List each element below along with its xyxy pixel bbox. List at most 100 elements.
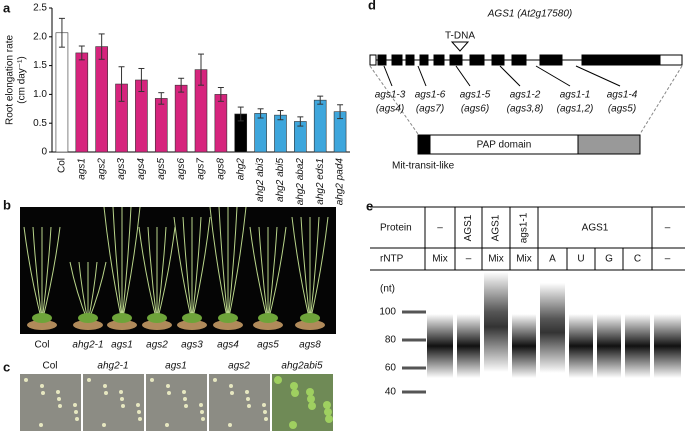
gel-band: [540, 283, 565, 373]
photo-c: [146, 374, 207, 431]
error-bar: [138, 67, 145, 93]
stem: [121, 206, 141, 323]
seedling: [183, 397, 187, 401]
error-bar: [297, 116, 304, 127]
rosette: [300, 313, 320, 323]
rosette: [218, 313, 238, 323]
stem: [258, 226, 269, 323]
pot: [295, 320, 325, 330]
photo-label: ags2: [228, 361, 250, 372]
protein-header: –: [437, 223, 443, 234]
rntp-header: –: [665, 254, 671, 265]
seedling: [199, 403, 203, 407]
seedling: [325, 415, 333, 423]
seedling: [121, 404, 125, 408]
allele-label: ags1-1: [560, 90, 591, 101]
photo-label: ags2: [146, 340, 168, 351]
marker-label: 60: [385, 363, 397, 374]
pot: [213, 320, 243, 330]
seedling: [290, 382, 298, 390]
seedling: [58, 404, 62, 408]
x-tick-label: ags4: [136, 158, 147, 180]
rntp-header: –: [466, 254, 472, 265]
marker-band: [402, 366, 426, 370]
stem: [227, 206, 247, 323]
rosette: [78, 313, 98, 323]
stem: [218, 206, 229, 323]
stem: [191, 216, 202, 323]
y-tick-label: 1.5: [33, 60, 47, 71]
allele-label: (ags4): [376, 104, 404, 115]
table-frame: [370, 206, 685, 271]
seedling-photos: [20, 374, 333, 431]
stem: [32, 226, 43, 323]
stem: [41, 226, 61, 323]
gel-band: [625, 314, 650, 378]
error-bar: [277, 110, 284, 121]
photo-b: [20, 207, 336, 334]
x-tick-label: ahg2 aba2: [295, 158, 306, 206]
seedling: [57, 397, 61, 401]
stem: [309, 216, 329, 323]
allele-label: (ags7): [416, 104, 444, 115]
protein-header: –: [665, 223, 671, 234]
y-axis-label: (cm day⁻¹): [17, 56, 28, 104]
marker-label: 40: [385, 387, 397, 398]
gel-band: [512, 314, 536, 378]
allele-label: (ags1,2): [557, 104, 594, 115]
gel-band: [427, 314, 453, 378]
seedling: [119, 390, 123, 394]
photo-label: ahg2-1: [97, 361, 128, 372]
insertion-label: T-DNA: [445, 31, 475, 42]
protein-header: AGS1: [463, 214, 474, 241]
panel-label: e: [366, 198, 373, 213]
y-axis-label: Root elongation rate: [5, 35, 16, 126]
seedling: [306, 388, 314, 396]
stem: [156, 226, 167, 323]
x-tick-label: ahg2 abi3: [255, 158, 266, 202]
photo-label: ahg2-1: [72, 340, 103, 351]
panel-label: d: [368, 0, 376, 12]
seedling: [213, 378, 217, 382]
rntp-header: C: [634, 254, 641, 265]
photo-label: Col: [34, 340, 49, 351]
x-tick-label: ags3: [116, 158, 127, 180]
seedling: [263, 410, 267, 414]
photo-c: [20, 374, 81, 431]
error-bar: [198, 53, 204, 86]
row-header: rNTP: [380, 254, 404, 265]
unit-label: (nt): [380, 284, 395, 295]
seedling: [73, 403, 77, 407]
x-tick-label: ahg2 eds1: [315, 158, 326, 205]
stem: [209, 206, 229, 323]
domain-label: PAP domain: [477, 140, 532, 151]
gel-band: [484, 272, 508, 372]
error-bar: [257, 108, 264, 119]
stem: [309, 216, 320, 323]
panel-label: a: [3, 0, 11, 15]
seedling: [103, 384, 107, 388]
rosette: [32, 313, 52, 323]
x-tick-label: Col: [57, 158, 68, 173]
gel: Protein rNTP – AGS1 AGS1 ags1-1 AGS1 – Mix – Mix Mi…: [379, 212, 681, 398]
error-bar: [118, 66, 125, 102]
rosette: [112, 313, 132, 323]
seedling: [323, 401, 331, 409]
photo-c: [272, 374, 333, 431]
seedling: [274, 376, 282, 384]
panel-label: c: [3, 359, 10, 374]
row-header: Protein: [380, 223, 412, 234]
gene-model: [369, 41, 683, 155]
error-bar: [78, 45, 85, 61]
x-tick-label: ags8: [216, 158, 227, 180]
allele-label: (ags3,8): [507, 104, 544, 115]
rntp-header: Mix: [488, 254, 504, 265]
marker-band: [402, 310, 426, 314]
seedling: [289, 421, 297, 429]
photo-c: [83, 374, 144, 431]
seedling: [104, 391, 108, 395]
allele-label: ags1-5: [460, 90, 491, 101]
stem: [112, 206, 123, 323]
allele-label: ags1-6: [415, 90, 446, 101]
seedling: [246, 397, 250, 401]
